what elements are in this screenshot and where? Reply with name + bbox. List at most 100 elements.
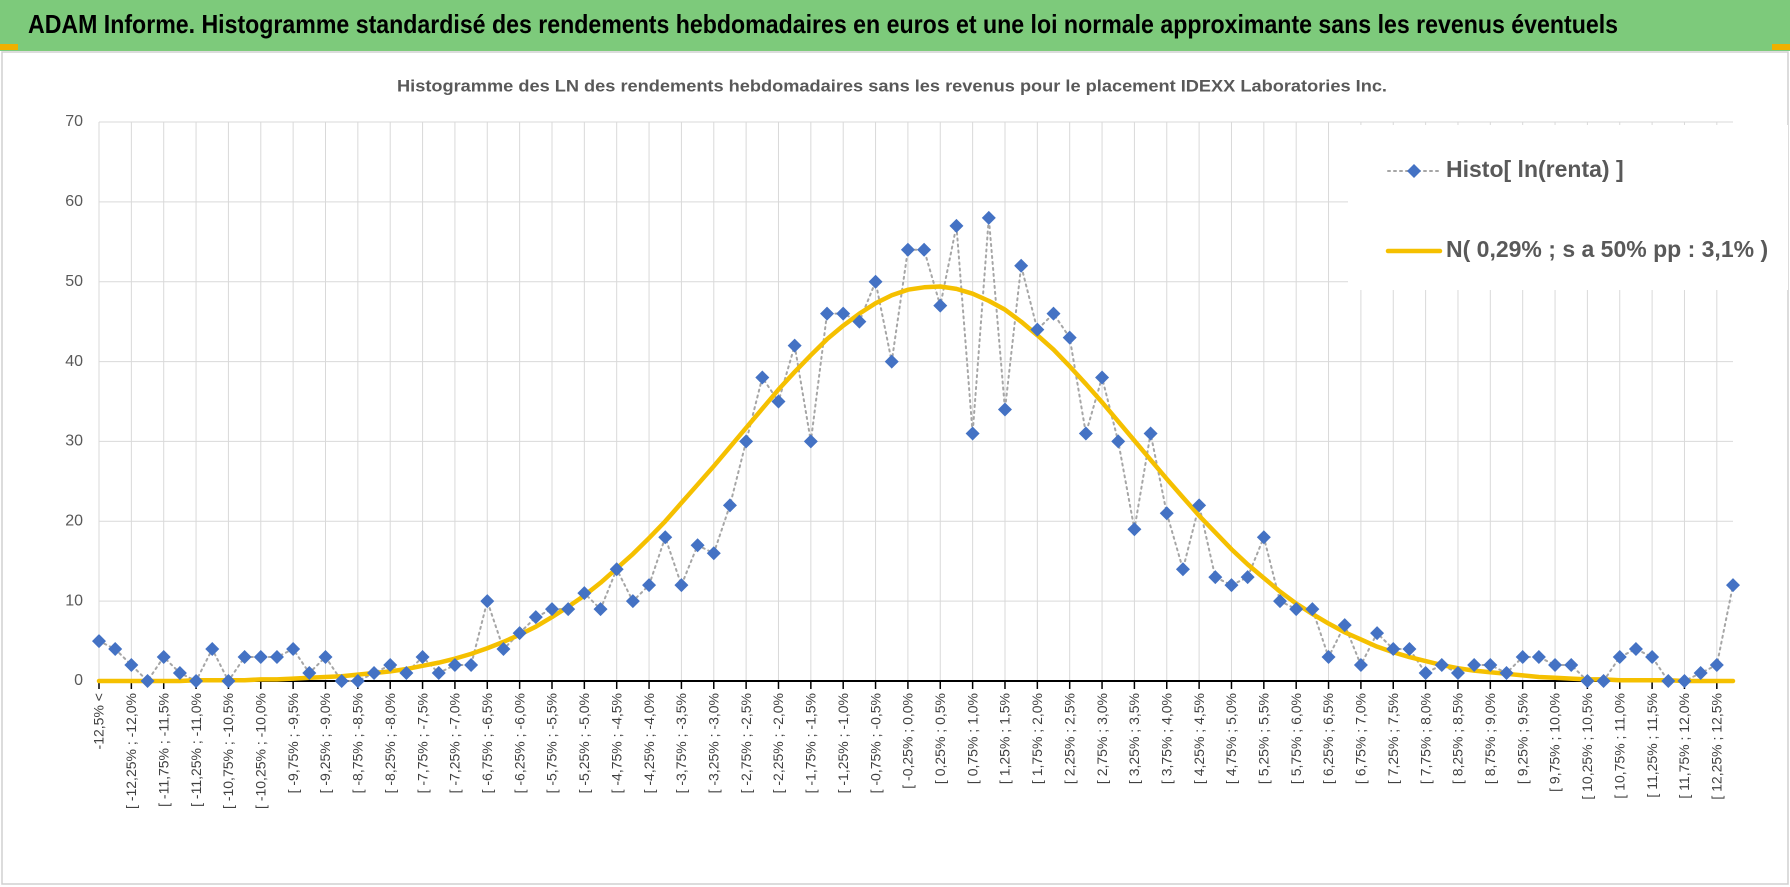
data-point xyxy=(1273,594,1288,609)
data-point xyxy=(1030,322,1045,337)
x-tick-label: [ -8,25% ; -8,0% xyxy=(382,693,398,793)
data-point xyxy=(820,306,835,321)
series-line xyxy=(96,284,1736,684)
data-point xyxy=(1693,666,1708,681)
data-point xyxy=(1240,570,1255,585)
data-point xyxy=(431,666,446,681)
data-point xyxy=(722,498,737,513)
data-point xyxy=(302,666,317,681)
x-tick-label: [ 3,75% ; 4,0% xyxy=(1158,693,1174,784)
data-point xyxy=(1111,434,1126,449)
y-tick-label: 20 xyxy=(65,513,83,530)
legend-marker xyxy=(1407,164,1421,178)
x-tick-label: [ 1,25% ; 1,5% xyxy=(997,693,1013,784)
data-point xyxy=(771,394,786,409)
data-point xyxy=(1483,658,1498,673)
data-point xyxy=(528,610,543,625)
page-title: ADAM Informe. Histogramme standardisé de… xyxy=(28,9,1618,39)
data-point xyxy=(1143,426,1158,441)
data-point xyxy=(1580,674,1595,688)
x-tick-label: [ 7,25% ; 7,5% xyxy=(1385,693,1401,784)
data-point xyxy=(1450,666,1465,681)
data-point xyxy=(221,674,236,688)
data-point xyxy=(1305,602,1320,617)
data-point xyxy=(625,594,640,609)
data-point xyxy=(1159,506,1174,521)
x-tick-label: [ -0,25% ; 0,0% xyxy=(900,693,916,789)
data-point xyxy=(156,650,171,665)
data-point xyxy=(1726,578,1740,593)
data-point xyxy=(933,298,948,313)
data-point xyxy=(690,538,705,553)
x-tick-label: [ -9,75% ; -9,5% xyxy=(285,693,301,793)
x-tick-label: [ -3,25% ; -3,0% xyxy=(705,693,721,793)
data-point xyxy=(512,626,527,641)
data-point xyxy=(1095,370,1110,385)
x-tick-label: [ -10,25% ; -10,0% xyxy=(252,693,268,809)
x-tick-label: [ -12,25% ; -12,0% xyxy=(123,693,139,809)
y-tick-label: 0 xyxy=(74,672,83,689)
x-tick-label: [ 12,25% ; 12,5% xyxy=(1709,693,1725,800)
data-point xyxy=(1677,674,1692,688)
x-tick-label: [ -9,25% ; -9,0% xyxy=(317,693,333,793)
data-point xyxy=(884,354,899,369)
data-point xyxy=(1402,642,1417,657)
data-point xyxy=(1548,658,1563,673)
x-tick-label: [ 8,75% ; 9,0% xyxy=(1482,693,1498,784)
data-point xyxy=(496,642,511,657)
data-point xyxy=(917,242,932,257)
x-tick-label: [ 10,75% ; 11,0% xyxy=(1611,693,1627,799)
x-tick-label: [ 11,75% ; 12,0% xyxy=(1676,693,1692,799)
data-point xyxy=(1353,658,1368,673)
x-tick-label: [ -6,25% ; -6,0% xyxy=(511,693,527,793)
y-tick-label: 30 xyxy=(65,433,83,450)
data-point xyxy=(658,530,673,545)
x-tick-label: [ 9,25% ; 9,5% xyxy=(1514,693,1530,784)
data-point xyxy=(1628,642,1643,657)
chart-title: Histogramme des LN des rendements hebdom… xyxy=(397,76,1387,95)
data-point xyxy=(1515,650,1530,665)
data-point xyxy=(464,658,479,673)
x-tick-label: [ -2,25% ; -2,0% xyxy=(770,693,786,793)
x-tick-label: [ 4,75% ; 5,0% xyxy=(1223,693,1239,784)
data-point xyxy=(1596,674,1611,688)
data-point xyxy=(1337,618,1352,633)
data-point xyxy=(1418,666,1433,681)
data-point xyxy=(286,642,301,657)
y-tick-label: 40 xyxy=(65,353,83,370)
data-point xyxy=(642,578,657,593)
data-point xyxy=(1645,650,1660,665)
x-tick-label: [ -11,25% ; -11,0% xyxy=(188,693,204,807)
data-point xyxy=(1014,258,1029,273)
x-tick-label: -12,5% < xyxy=(91,693,107,749)
data-point xyxy=(350,674,365,688)
data-point xyxy=(868,274,883,289)
data-point xyxy=(237,650,252,665)
data-point xyxy=(108,642,123,657)
data-point xyxy=(544,602,559,617)
data-point xyxy=(1531,650,1546,665)
data-point xyxy=(1321,650,1336,665)
data-point xyxy=(593,602,608,617)
data-point xyxy=(124,658,139,673)
data-point xyxy=(1192,498,1207,513)
data-point xyxy=(836,306,851,321)
x-tick-label: [ -2,75% ; -2,5% xyxy=(738,693,754,793)
data-point xyxy=(1709,658,1724,673)
data-point xyxy=(399,666,414,681)
data-point xyxy=(334,674,349,688)
data-point xyxy=(1062,330,1077,345)
x-tick-label: [ -5,25% ; -5,0% xyxy=(576,693,592,793)
data-point xyxy=(1564,658,1579,673)
y-tick-label: 70 xyxy=(65,113,83,130)
data-point xyxy=(1208,570,1223,585)
header-band xyxy=(0,0,1790,51)
data-point xyxy=(447,658,462,673)
data-point xyxy=(205,642,220,657)
data-point xyxy=(609,562,624,577)
x-tick-label: [ 6,75% ; 7,0% xyxy=(1353,693,1369,784)
x-tick-label: [ -5,75% ; -5,5% xyxy=(544,693,560,793)
x-tick-label: [ 5,25% ; 5,5% xyxy=(1256,693,1272,784)
data-point xyxy=(755,370,770,385)
data-point xyxy=(1370,626,1385,641)
